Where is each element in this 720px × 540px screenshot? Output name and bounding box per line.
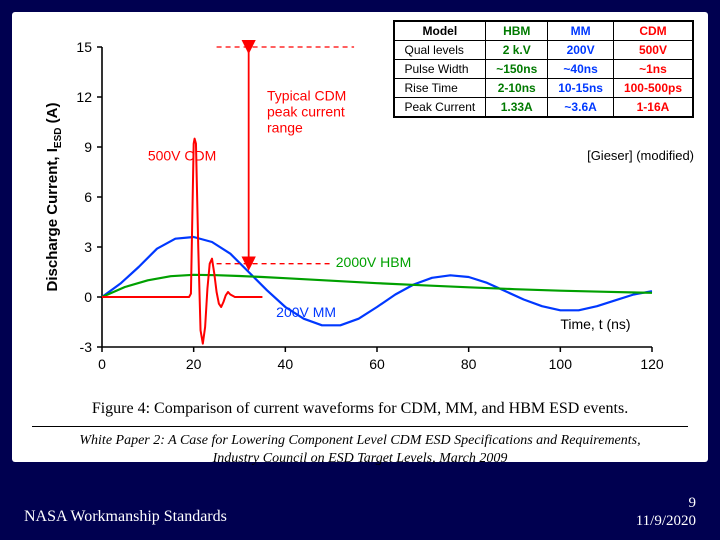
- source-note-line1: White Paper 2: A Case for Lowering Compo…: [79, 433, 640, 448]
- svg-text:2000V HBM: 2000V HBM: [336, 254, 411, 270]
- svg-text:100: 100: [549, 356, 573, 372]
- caption-divider: [32, 426, 688, 427]
- svg-text:500V CDM: 500V CDM: [148, 147, 216, 163]
- slide-body: -3 0 3 6 9 12 15 0 20 40 60 80 100 120 Time, t (ns) Dis…: [12, 12, 708, 462]
- table-row: Qual levels 2 k.V 200V 500V: [394, 41, 694, 60]
- figure-caption: Figure 4: Comparison of current waveform…: [12, 400, 708, 418]
- table-citation: [Gieser] (modified): [587, 148, 694, 163]
- svg-text:Discharge Current, IESD (A): Discharge Current, IESD (A): [44, 103, 64, 292]
- svg-text:20: 20: [186, 356, 202, 372]
- source-note-line2: Industry Council on ESD Target Levels, M…: [213, 451, 508, 466]
- svg-text:3: 3: [84, 239, 92, 255]
- svg-text:0: 0: [84, 289, 92, 305]
- svg-text:40: 40: [278, 356, 294, 372]
- footer-page-number: 9: [689, 495, 697, 511]
- svg-text:6: 6: [84, 189, 92, 205]
- svg-text:-3: -3: [80, 339, 93, 355]
- svg-text:peak current: peak current: [267, 103, 345, 119]
- svg-text:200V MM: 200V MM: [276, 304, 336, 320]
- svg-text:120: 120: [640, 356, 664, 372]
- svg-text:Typical CDM: Typical CDM: [267, 87, 346, 103]
- svg-text:80: 80: [461, 356, 477, 372]
- th-cdm: CDM: [613, 21, 693, 41]
- svg-text:range: range: [267, 119, 303, 135]
- svg-text:Time, t (ns): Time, t (ns): [560, 316, 630, 332]
- svg-text:0: 0: [98, 356, 106, 372]
- table-row: Peak Current 1.33A ~3.6A 1-16A: [394, 98, 694, 118]
- svg-text:9: 9: [84, 139, 92, 155]
- footer-right: 9 11/9/2020: [636, 494, 696, 530]
- svg-text:12: 12: [76, 89, 92, 105]
- model-comparison-table: Model HBM MM CDM Qual levels 2 k.V 200V …: [393, 20, 695, 118]
- source-note: White Paper 2: A Case for Lowering Compo…: [12, 432, 708, 467]
- footer-date: 11/9/2020: [636, 513, 696, 529]
- th-hbm: HBM: [486, 21, 548, 41]
- svg-text:15: 15: [76, 39, 92, 55]
- th-mm: MM: [548, 21, 614, 41]
- table-row: Pulse Width ~150ns ~40ns ~1ns: [394, 60, 694, 79]
- th-model: Model: [394, 21, 486, 41]
- table-row: Rise Time 2-10ns 10-15ns 100-500ps: [394, 79, 694, 98]
- footer-left: NASA Workmanship Standards: [24, 508, 227, 526]
- table-header-row: Model HBM MM CDM: [394, 21, 694, 41]
- svg-text:60: 60: [369, 356, 385, 372]
